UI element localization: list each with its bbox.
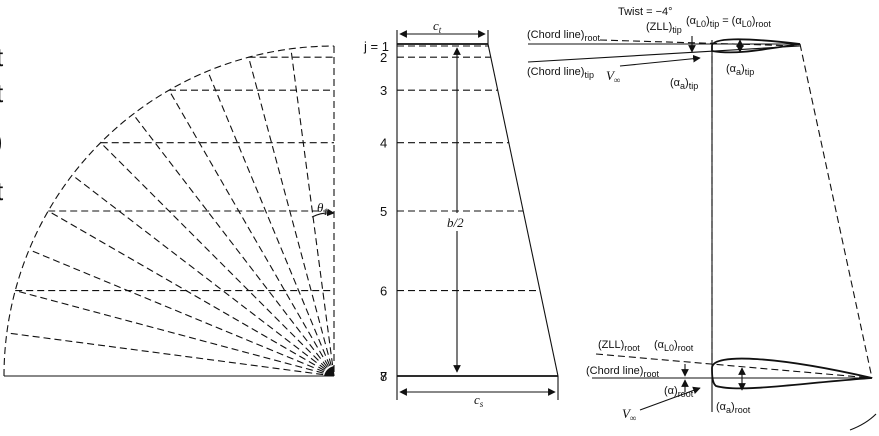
theta-1-label: θ1 — [317, 200, 328, 217]
quarter-circle-ray — [28, 249, 335, 377]
root-freestream-arrow — [639, 386, 701, 411]
quarter-circle-ray — [290, 48, 335, 377]
trailing-edge-dashed-link — [799, 43, 873, 379]
quarter-circle-ray — [15, 290, 335, 377]
tip-chord-line-tilted — [527, 45, 801, 63]
twist-label: Twist = −4° — [618, 6, 673, 18]
left-edge-cropped-text: t t ) t — [0, 42, 4, 206]
root-airfoil — [711, 357, 873, 390]
station-label: 3 — [380, 83, 387, 98]
station-label: 2 — [380, 50, 387, 65]
tip-freestream-label: V∞ — [606, 68, 620, 85]
tip-zll-label: (ZLL)tip — [646, 21, 682, 35]
center-point-mark — [324, 366, 334, 376]
quarter-circle-ray — [71, 174, 335, 377]
planform-stations: j = 12 3 4 5 6 78 — [363, 39, 389, 384]
root-alpha-l0-label: (αL0)root — [654, 339, 694, 353]
quarter-circle-ray — [248, 57, 335, 377]
quarter-circle-horizontal-projections — [4, 45, 558, 377]
root-alpha-label: (α)root — [664, 385, 694, 399]
quarter-circle-transformation: θ1 — [3, 45, 558, 377]
station-label: 6 — [380, 284, 387, 299]
root-zll-label: (ZLL)root — [598, 339, 640, 353]
tip-alpha-a-label-lower: (αa)tip — [670, 77, 698, 91]
cropped-glyph: t — [0, 78, 4, 108]
tip-chord-line-tip-label: (Chord line)tip — [527, 66, 594, 80]
cropped-glyph: t — [0, 176, 4, 206]
station-label: j = 1 — [363, 39, 389, 54]
root-zero-lift-line — [595, 353, 873, 379]
theta-1-arc-arrow — [311, 208, 335, 218]
root-alpha-a-label: (αa)root — [716, 401, 751, 415]
alpha-l0-equality-label: (αL0)tip = (αL0)root — [686, 15, 771, 29]
root-chord-label: cs — [474, 392, 484, 409]
root-freestream-label: V∞ — [622, 406, 636, 423]
semispan-label-bg — [444, 213, 472, 231]
tip-alpha-a-label: (αa)tip — [726, 63, 754, 77]
station-label: 5 — [380, 204, 387, 219]
root-chord-line-label: (Chord line)root — [586, 365, 659, 379]
semispan-label: b/2 — [447, 215, 464, 230]
tip-zero-lift-line — [599, 39, 801, 47]
quarter-circle-ray — [100, 142, 335, 377]
station-label: 7 — [380, 369, 387, 384]
root-airfoil-section: (ZLL)root (αL0)root (Chord line)root (α)… — [586, 339, 873, 423]
tip-chord-line-root-label: (Chord line)root — [527, 29, 600, 43]
cropped-glyph: ) — [0, 126, 3, 156]
page-edge-artifact — [849, 413, 877, 431]
planform-trailing-edge — [487, 43, 559, 377]
quarter-circle-ray — [168, 89, 335, 377]
quarter-circle-ray — [47, 210, 335, 377]
tip-chord-label: ct — [433, 18, 442, 35]
tip-freestream-arrow — [619, 54, 701, 67]
quarter-circle-rays — [4, 48, 335, 377]
quarter-circle-ray — [207, 70, 335, 377]
quarter-circle-ray — [6, 332, 335, 377]
station-label: 8 — [380, 369, 387, 384]
station-label: 4 — [380, 136, 387, 151]
tip-airfoil-section: Twist = −4° (Chord line)root (ZLL)tip (α… — [527, 6, 801, 91]
wing-planform: ct cs b/2 j = 12 3 4 5 6 78 — [363, 18, 559, 409]
quarter-circle-ray — [132, 113, 335, 377]
cropped-glyph: t — [0, 42, 4, 72]
